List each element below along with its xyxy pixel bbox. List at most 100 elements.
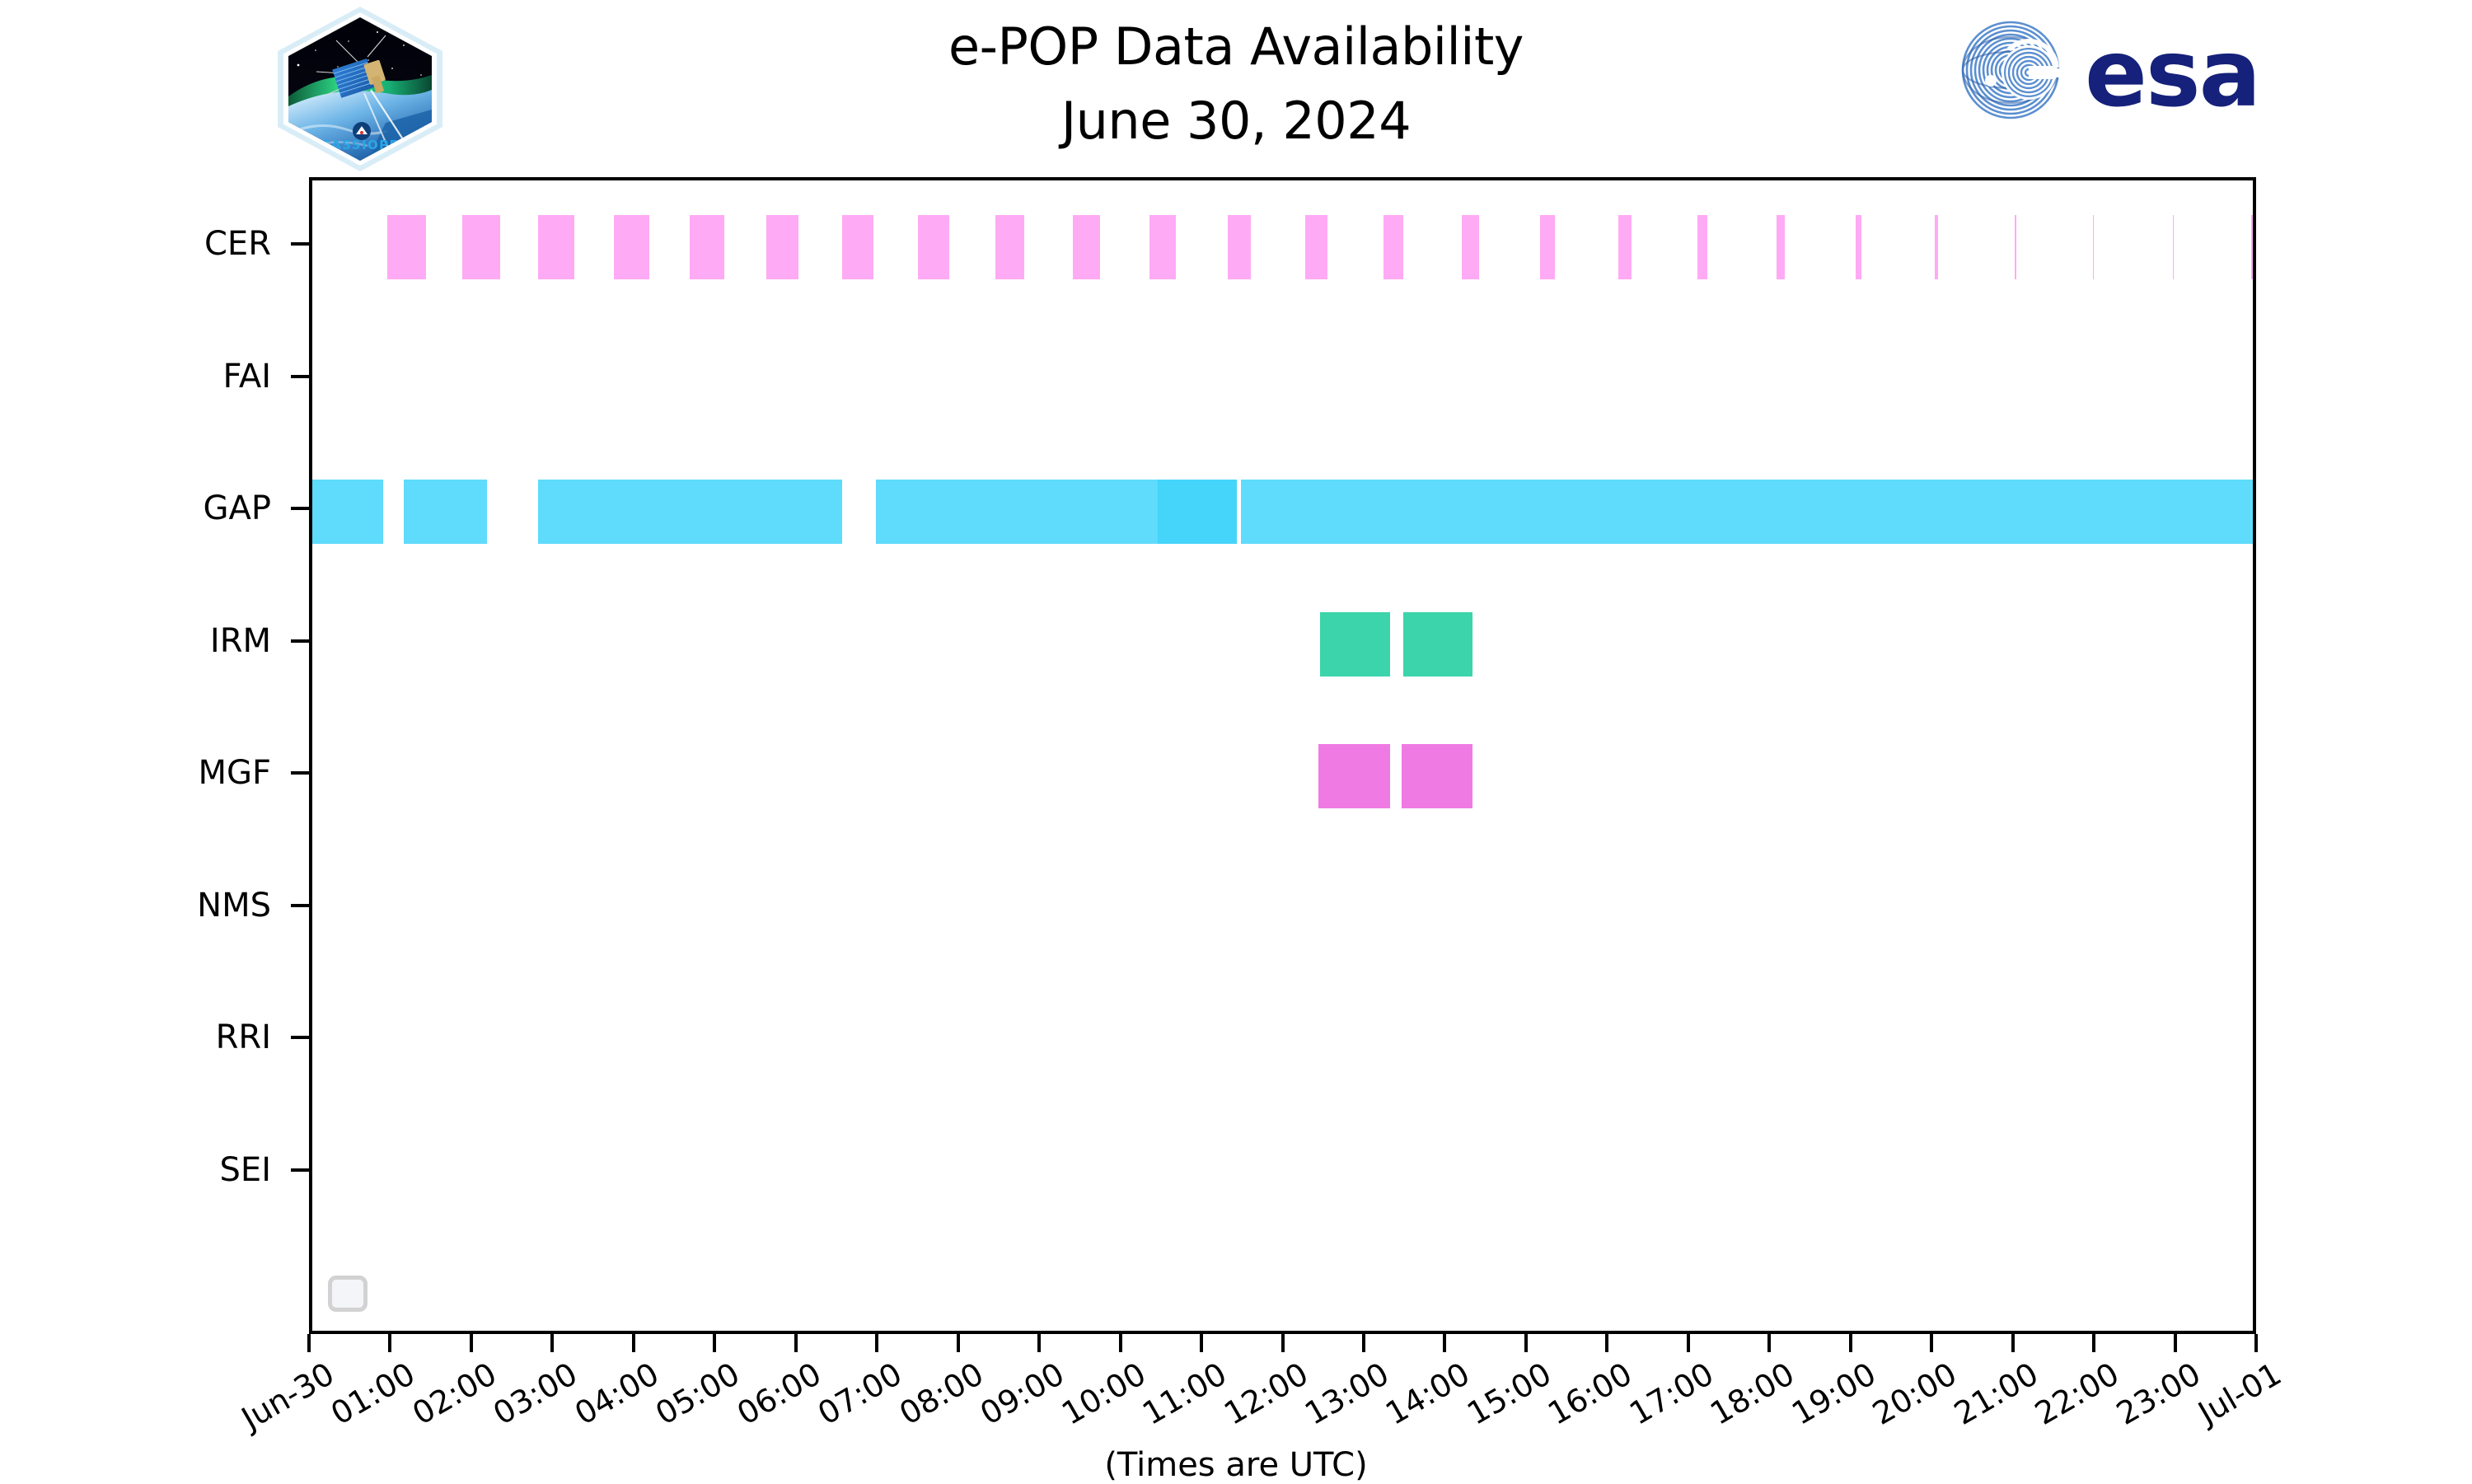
y-axis-label-fai: FAI <box>222 357 272 396</box>
bar-cer-19[interactable] <box>1855 215 1861 279</box>
bar-cer-5[interactable] <box>766 215 798 279</box>
bar-gap-overlap-0[interactable] <box>1157 480 1238 544</box>
bar-cer-20[interactable] <box>1935 215 1939 279</box>
x-axis-label-1: 01:00 <box>325 1355 422 1432</box>
page-header: CASSIOPE e-POP Data Availability June 30… <box>0 0 2472 177</box>
x-axis-label-15: 15:00 <box>1461 1355 1557 1432</box>
x-axis-tick-5 <box>713 1334 717 1352</box>
y-axis-tick-rri <box>291 1036 309 1039</box>
x-axis-label-4: 04:00 <box>568 1355 665 1432</box>
chart-bars-layer <box>312 180 2253 1331</box>
x-axis-tick-23 <box>2173 1334 2177 1352</box>
x-axis-label-24: Jul-01 <box>2192 1355 2287 1432</box>
bar-cer-22[interactable] <box>2093 215 2095 279</box>
y-axis-tick-gap <box>291 507 309 510</box>
x-axis-tick-20 <box>1930 1334 1934 1352</box>
x-axis-label-10: 10:00 <box>1055 1355 1152 1432</box>
x-axis-label-11: 11:00 <box>1136 1355 1234 1432</box>
bar-cer-15[interactable] <box>1539 215 1556 279</box>
esa-logo-wordmark: esa <box>2085 21 2259 124</box>
page-title: e-POP Data Availability June 30, 2024 <box>577 10 1895 158</box>
bar-gap-3[interactable] <box>876 480 1158 544</box>
x-axis-label-12: 12:00 <box>1217 1355 1314 1432</box>
bar-cer-17[interactable] <box>1697 215 1708 279</box>
bar-gap-0[interactable] <box>312 480 383 544</box>
y-axis-label-sei: SEI <box>219 1150 271 1189</box>
y-axis-label-gap: GAP <box>203 489 271 527</box>
bar-cer-6[interactable] <box>841 215 874 279</box>
bar-cer-24[interactable] <box>2251 215 2253 279</box>
x-axis-tick-6 <box>794 1334 798 1352</box>
x-axis-label-5: 05:00 <box>649 1355 747 1432</box>
y-axis-tick-fai <box>291 374 309 378</box>
x-axis-tick-10 <box>1118 1334 1122 1352</box>
x-axis-tick-19 <box>1848 1334 1852 1352</box>
x-axis-tick-18 <box>1767 1334 1772 1352</box>
x-axis-tick-0 <box>307 1334 311 1352</box>
y-axis-label-cer: CER <box>204 225 271 263</box>
x-axis-label-18: 18:00 <box>1704 1355 1801 1432</box>
x-axis-label-23: 23:00 <box>2109 1355 2207 1432</box>
x-axis-label-19: 19:00 <box>1785 1355 1882 1432</box>
legend-swatch-box[interactable] <box>328 1276 368 1312</box>
x-axis-tick-7 <box>875 1334 879 1352</box>
y-axis-label-irm: IRM <box>209 621 271 660</box>
x-axis-label-2: 02:00 <box>406 1355 503 1432</box>
bar-cer-7[interactable] <box>918 215 949 279</box>
x-axis-label-13: 13:00 <box>1299 1355 1395 1432</box>
bar-cer-13[interactable] <box>1383 215 1404 279</box>
x-axis-tick-3 <box>550 1334 555 1352</box>
bar-cer-21[interactable] <box>2014 215 2016 279</box>
x-axis-ticks <box>307 1334 2258 1354</box>
bar-cer-10[interactable] <box>1149 215 1176 279</box>
bar-gap-2[interactable] <box>537 480 842 544</box>
x-axis-tick-8 <box>956 1334 960 1352</box>
bar-cer-9[interactable] <box>1072 215 1101 279</box>
y-axis-tick-mgf <box>291 771 309 775</box>
bar-cer-8[interactable] <box>995 215 1025 279</box>
y-axis-label-nms: NMS <box>197 886 271 925</box>
bar-cer-14[interactable] <box>1462 215 1479 279</box>
x-axis-label-3: 03:00 <box>487 1355 584 1432</box>
y-axis-label-mgf: MGF <box>198 754 271 792</box>
bar-cer-18[interactable] <box>1777 215 1786 279</box>
x-axis-label-16: 16:00 <box>1542 1355 1639 1432</box>
x-axis-label-0: Jun-30 <box>235 1355 340 1437</box>
x-axis-label-20: 20:00 <box>1866 1355 1964 1432</box>
bar-cer-2[interactable] <box>537 215 574 279</box>
x-axis-tick-16 <box>1605 1334 1609 1352</box>
bar-mgf-0[interactable] <box>1318 744 1390 808</box>
x-axis-tick-1 <box>388 1334 392 1352</box>
x-axis-label-8: 08:00 <box>892 1355 990 1432</box>
cassiope-logo: CASSIOPE <box>278 7 442 171</box>
x-axis-tick-14 <box>1443 1334 1447 1352</box>
x-axis-tick-13 <box>1361 1334 1365 1352</box>
bar-cer-11[interactable] <box>1227 215 1252 279</box>
bar-cer-23[interactable] <box>2172 215 2174 279</box>
x-axis-tick-24 <box>2254 1334 2258 1352</box>
bar-cer-12[interactable] <box>1305 215 1327 279</box>
esa-logo: esa <box>1959 16 2322 128</box>
x-axis-label-17: 17:00 <box>1622 1355 1720 1432</box>
x-axis-tick-17 <box>1686 1334 1690 1352</box>
bar-cer-3[interactable] <box>614 215 649 279</box>
axis-caption: (Times are UTC) <box>1104 1446 1368 1484</box>
bar-cer-16[interactable] <box>1618 215 1632 279</box>
y-axis-tick-sei <box>291 1168 309 1172</box>
bar-cer-0[interactable] <box>386 215 426 279</box>
bar-mgf-1[interactable] <box>1402 744 1472 808</box>
title-line-primary: e-POP Data Availability <box>948 16 1524 77</box>
bar-cer-4[interactable] <box>689 215 725 279</box>
bar-irm-0[interactable] <box>1319 611 1390 676</box>
bar-cer-1[interactable] <box>462 215 501 279</box>
x-axis-label-6: 06:00 <box>730 1355 827 1432</box>
bar-gap-5[interactable] <box>1241 480 2253 544</box>
x-axis-label-21: 21:00 <box>1947 1355 2044 1432</box>
x-axis-label-14: 14:00 <box>1379 1355 1477 1432</box>
y-axis-tick-nms <box>291 903 309 907</box>
x-axis-tick-9 <box>1037 1334 1042 1352</box>
bar-irm-1[interactable] <box>1403 611 1472 676</box>
bar-gap-1[interactable] <box>404 480 487 544</box>
title-line-date: June 30, 2024 <box>1060 91 1412 151</box>
x-axis-tick-2 <box>469 1334 473 1352</box>
